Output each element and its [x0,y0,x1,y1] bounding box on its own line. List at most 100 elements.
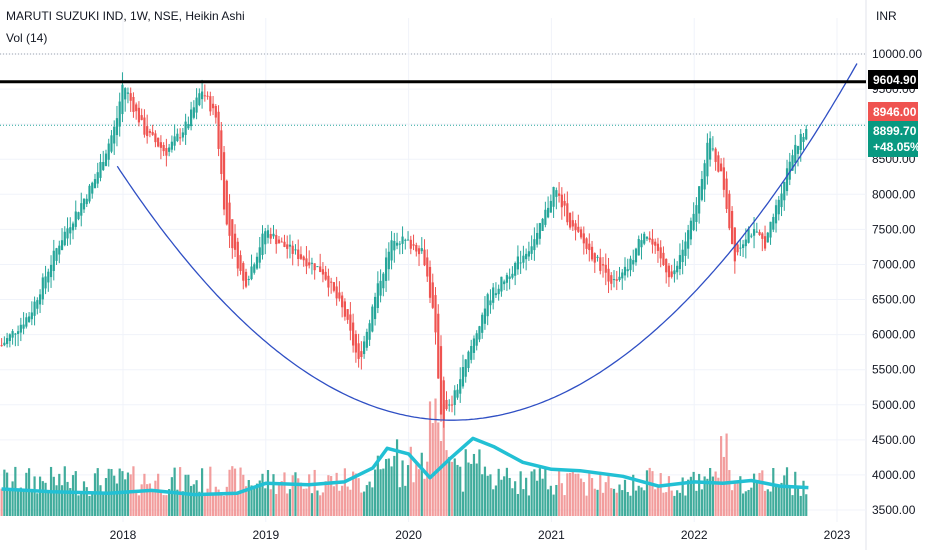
volume-bar [555,484,558,516]
candle-body [69,227,72,234]
candle-body [445,399,448,410]
volume-bar [151,491,154,516]
volume-bar [730,490,734,516]
volume-bar [681,477,684,516]
candle-body [500,276,503,292]
volume-bar [360,492,363,516]
candle-body [733,227,736,262]
candle-body [527,251,530,257]
candle-body [557,193,561,196]
volume-bar [170,477,173,516]
candle-body [494,293,498,296]
candle-body [115,118,119,136]
volume-bar [0,488,3,516]
candle-body [244,271,248,287]
volume-bar [541,478,544,516]
candle-body [332,282,336,291]
volume-bar [206,488,209,516]
volume-bar [461,491,465,516]
volume-indicator-label[interactable]: Vol (14) [6,31,48,45]
volume-bar [720,436,723,516]
volume-bar [55,485,58,516]
candle-body [739,247,742,249]
volume-bar [799,495,802,516]
volume-bar [637,485,640,516]
candle-body [492,287,495,303]
volume-bar [448,456,451,516]
volume-bar [475,463,478,516]
candle-body [173,136,176,146]
volume-bar [382,468,385,516]
candle-body [22,324,25,329]
candle-body [310,262,314,264]
volume-bar [200,468,204,516]
volume-bar [709,467,712,516]
volume-bar [341,485,344,516]
volume-bar [747,489,750,516]
candle-body [30,312,33,320]
candle-body [398,243,401,245]
volume-bar [552,494,555,516]
candle-body [448,404,451,406]
volume-bar [297,478,300,516]
candle-body [728,193,731,229]
volume-bar [492,489,495,516]
volume-bar [376,455,379,516]
volume-bar [415,464,418,516]
candle-body [352,322,355,346]
volume-bar [211,494,215,516]
volume-bar [486,475,489,516]
candle-body [560,194,563,208]
volume-bar [102,493,105,516]
volume-bar [261,473,264,516]
candle-body [184,121,187,135]
candle-body [761,233,764,239]
volume-bar [527,495,530,516]
volume-bar [162,495,165,516]
candle-body [676,265,679,273]
candle-body [14,333,17,335]
candle-body [231,219,234,249]
candle-body [752,229,756,236]
volume-bar [662,492,665,516]
candle-body [791,155,794,171]
volume-bar [629,495,632,516]
volume-bar [357,478,360,516]
candle-body [346,309,349,320]
candle-body [104,153,108,166]
candle-body [220,130,223,174]
volume-bar [409,446,412,516]
volume-bar [198,491,201,516]
candle-body [750,235,753,237]
volume-bar [66,481,69,516]
volume-bar [209,466,212,516]
volume-bar [796,486,800,516]
candle-body [324,271,327,280]
candle-body [769,221,772,238]
volume-bar [445,450,448,516]
volume-bar [91,492,94,516]
candle-body [294,249,297,251]
candle-body [255,256,259,269]
candle-body [503,281,506,285]
candle-body [16,331,20,334]
candle-body [6,338,9,344]
volume-bar [363,491,366,516]
candle-body [695,205,698,222]
candle-body [382,273,385,289]
volume-bar [623,479,627,516]
candle-body [371,306,374,332]
volume-bar [684,495,687,516]
volume-bar [645,470,649,516]
candle-body [349,314,352,331]
candle-body [741,244,745,248]
volume-bar [393,455,396,516]
candle-body [214,105,217,118]
volume-bar [654,489,657,516]
volume-bar [667,476,671,516]
volume-bar [384,459,388,516]
candle-body [280,241,283,243]
candle-body [417,248,421,255]
candle-body [170,141,173,150]
